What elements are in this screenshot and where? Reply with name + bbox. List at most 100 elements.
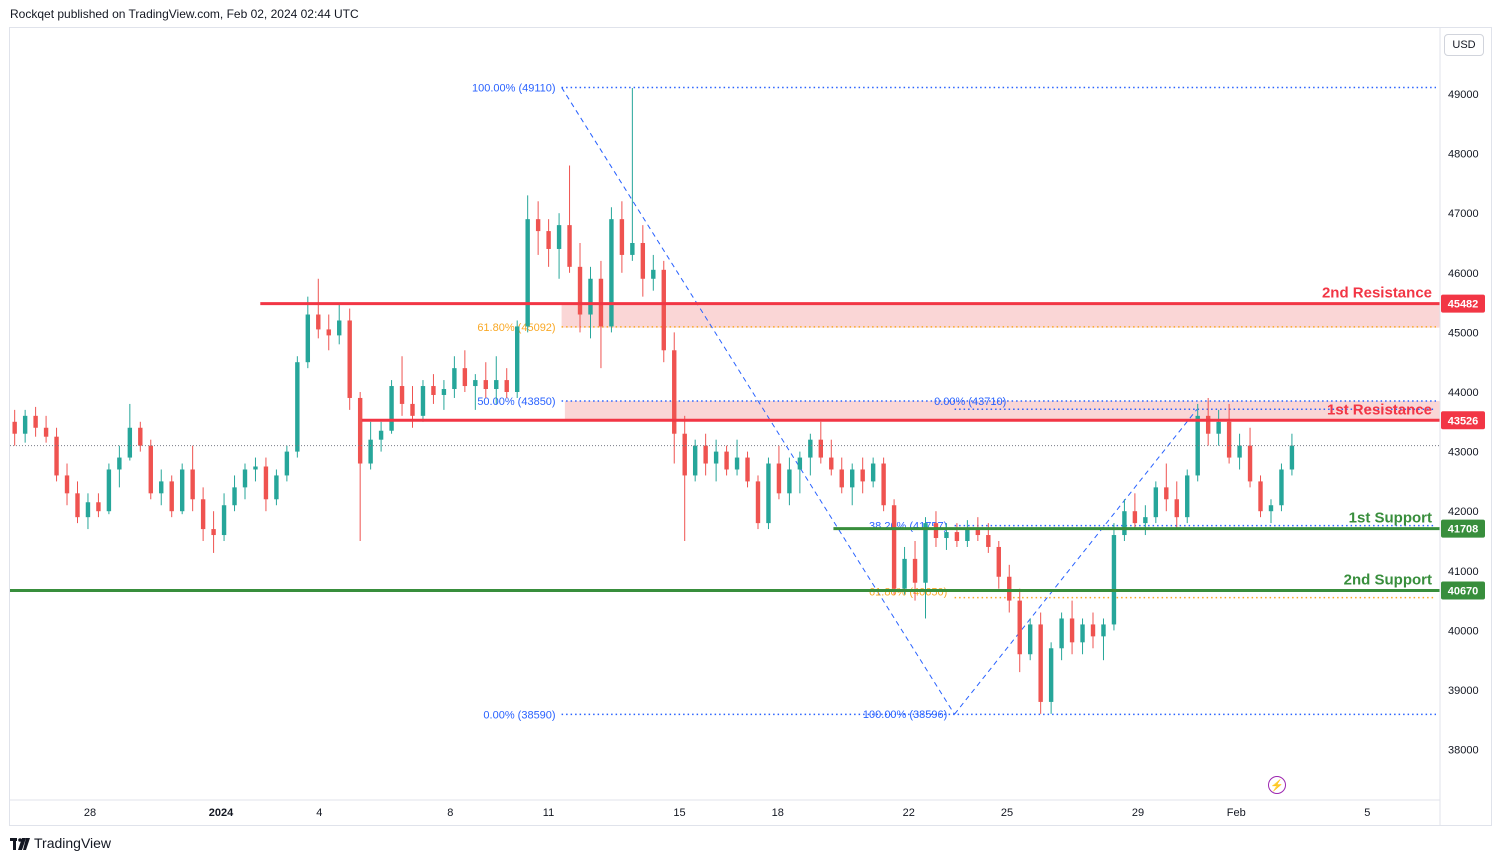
candle-body (661, 269, 666, 351)
candles-layer (10, 88, 1440, 714)
candle-body (609, 219, 614, 327)
candle-body (305, 314, 311, 363)
fib-label: 61.80% (40650) (869, 587, 947, 599)
candle-body (1247, 445, 1253, 482)
candle-body (808, 439, 813, 458)
candle-body (651, 269, 656, 279)
level-price-tag-text: 45482 (1448, 299, 1479, 311)
candle-body (986, 535, 991, 547)
candle-body (619, 219, 625, 255)
candle-body (399, 386, 405, 404)
candle-body (431, 386, 436, 395)
level-price-tag-text: 43526 (1448, 415, 1479, 427)
level-label: 1st Resistance (1327, 401, 1432, 418)
candle-body (787, 469, 792, 494)
candle-body (1017, 600, 1022, 655)
candle-body (169, 481, 174, 512)
candle-body (389, 386, 394, 431)
x-tick-label: 8 (447, 807, 453, 819)
fib-label: 0.00% (38590) (483, 709, 555, 721)
lightning-bolt-icon[interactable]: ⚡ (1268, 776, 1286, 794)
candle-body (745, 457, 750, 482)
fibonacci-layer: 100.00% (49110)61.80% (45092)50.00% (438… (472, 82, 1436, 721)
candle-body (316, 314, 321, 330)
candle-body (1279, 469, 1284, 506)
candle-body (190, 469, 195, 500)
candle-body (1237, 445, 1242, 458)
candle-body (232, 487, 237, 506)
candle-body (1090, 624, 1096, 637)
y-tick-label: 45000 (1448, 327, 1479, 339)
candle-body (159, 481, 164, 494)
y-tick-label: 46000 (1448, 268, 1479, 280)
candle-body (567, 225, 572, 267)
x-tick-label: 25 (1001, 807, 1013, 819)
candle-body (12, 421, 17, 434)
candle-body (274, 475, 279, 500)
y-tick-label: 40000 (1448, 625, 1479, 637)
x-tick-label: 4 (316, 807, 322, 819)
x-tick-label: 29 (1132, 807, 1144, 819)
resistance-zone (564, 400, 1440, 421)
y-tick-label: 38000 (1448, 745, 1479, 757)
level-price-tag (1441, 519, 1485, 538)
candle-body (117, 457, 122, 470)
candle-body (1069, 618, 1075, 643)
candle-body (85, 502, 91, 518)
x-tick-label: 22 (903, 807, 915, 819)
candle-body (546, 231, 551, 249)
candle-body (1205, 415, 1211, 434)
candle-body (284, 451, 290, 476)
candle-body (829, 457, 834, 470)
candle-body (263, 466, 269, 500)
candle-body (1080, 624, 1085, 643)
candle-body (1038, 624, 1043, 702)
candle-body (1132, 511, 1138, 524)
candle-body (127, 427, 133, 458)
candle-body (870, 463, 876, 482)
candle-body (1027, 624, 1033, 655)
fib-label: 0.00% (43710) (934, 396, 1006, 408)
candle-body (452, 368, 457, 390)
candle-body (221, 505, 227, 536)
candle-body (357, 397, 363, 464)
candle-body (106, 469, 112, 512)
chart-frame (9, 27, 1492, 826)
candle-body (211, 529, 216, 536)
candle-body (1216, 421, 1221, 434)
y-tick-label: 41000 (1448, 566, 1479, 578)
candle-body (148, 445, 153, 494)
candle-body (337, 320, 342, 336)
candle-body (1226, 421, 1232, 458)
tradingview-logo-icon (10, 837, 30, 850)
x-tick-label: 5 (1364, 807, 1370, 819)
candle-body (504, 380, 509, 392)
candle-body (1153, 487, 1159, 518)
candle-body (54, 436, 59, 476)
candle-body (850, 469, 855, 488)
candle-body (1289, 445, 1295, 470)
currency-button[interactable]: USD (1444, 34, 1484, 56)
candle-body (295, 362, 300, 452)
y-tick-label: 42000 (1448, 506, 1479, 518)
level-label: 2nd Support (1344, 571, 1432, 588)
candle-body (776, 463, 782, 494)
candle-body (326, 329, 331, 336)
candle-body (902, 558, 907, 589)
candle-body (734, 457, 740, 470)
candle-body (891, 505, 897, 589)
x-tick-label: Feb (1227, 807, 1246, 819)
candle-body (64, 475, 70, 494)
candle-body (1164, 487, 1169, 500)
footer-brand: TradingView (34, 835, 112, 851)
candle-body (1122, 511, 1127, 536)
candle-body (703, 445, 708, 464)
candle-body (200, 499, 206, 530)
level-price-tag (1441, 411, 1485, 430)
candle-body (1111, 535, 1117, 625)
candle-body (766, 463, 771, 524)
candle-body (483, 380, 488, 390)
candle-body (839, 469, 844, 488)
candle-body (420, 386, 426, 416)
